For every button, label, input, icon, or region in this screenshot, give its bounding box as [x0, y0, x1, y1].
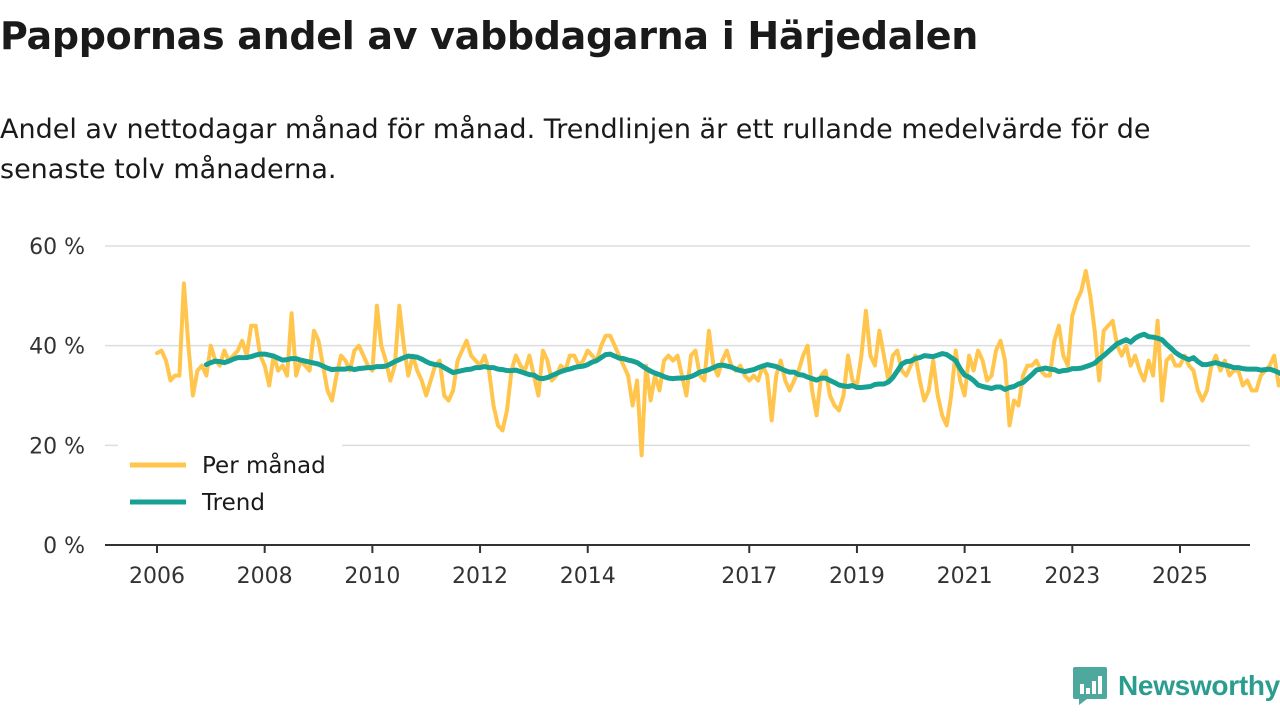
x-tick-label: 2006	[129, 564, 185, 589]
legend-label-per-manad: Per månad	[202, 451, 326, 479]
brand-logo[interactable]: Newsworthy	[1072, 666, 1280, 706]
x-axis: 2006 2008 2010 2012 2014 2017 2019 2021 2023 2025	[105, 544, 1250, 589]
series-lines	[155, 268, 1280, 458]
x-tick-label: 2019	[829, 564, 885, 589]
x-tick-label: 2012	[452, 564, 508, 589]
x-tick-label: 2021	[937, 564, 993, 589]
chart-title: Pappornas andel av vabbdagarna i Härjeda…	[0, 14, 979, 58]
legend-background	[118, 440, 342, 526]
brand-name: Newsworthy	[1118, 670, 1280, 701]
x-tick-label: 2008	[237, 564, 293, 589]
y-axis-tick-labels: 0 % 20 % 40 % 60 %	[29, 235, 85, 559]
y-tick-label: 40 %	[29, 335, 85, 360]
x-tick-label: 2017	[721, 564, 777, 589]
x-tick-label: 2014	[560, 564, 616, 589]
x-tick-label: 2025	[1152, 564, 1208, 589]
y-tick-label: 0 %	[43, 534, 85, 559]
gridlines	[105, 245, 1250, 447]
x-tick-label: 2023	[1044, 564, 1100, 589]
y-tick-label: 20 %	[29, 434, 85, 459]
series-line-trend	[203, 331, 1280, 392]
legend-label-trend: Trend	[201, 490, 265, 516]
y-tick-label: 60 %	[29, 235, 85, 260]
newsworthy-logo-icon	[1073, 667, 1107, 705]
chart-subtitle: Andel av nettodagar månad för månad. Tre…	[0, 114, 1151, 185]
x-tick-label: 2010	[344, 564, 400, 589]
legend: Per månad Trend	[118, 440, 342, 526]
